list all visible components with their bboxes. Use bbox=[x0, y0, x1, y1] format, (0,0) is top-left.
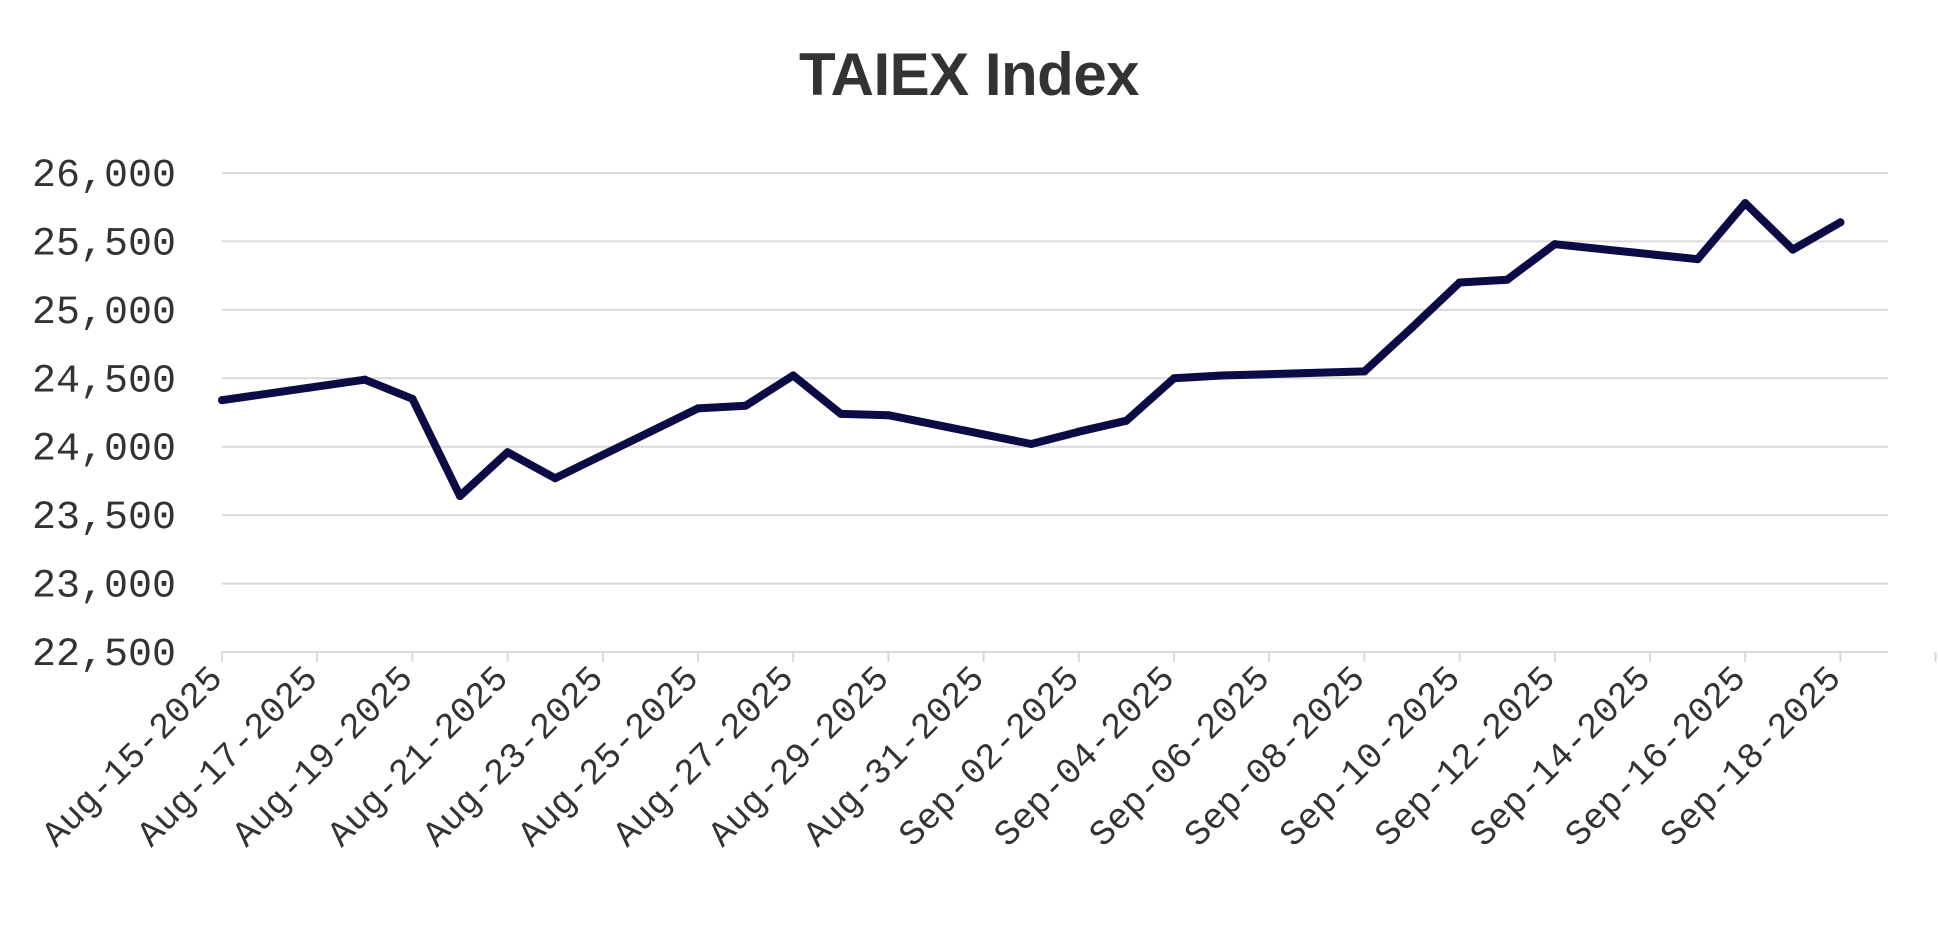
data-point bbox=[408, 394, 417, 403]
y-tick-label: 24,500 bbox=[32, 359, 176, 404]
data-point bbox=[1693, 255, 1702, 264]
data-point bbox=[1788, 245, 1797, 254]
data-point bbox=[1027, 439, 1036, 448]
data-point bbox=[218, 396, 226, 405]
y-tick-label: 25,000 bbox=[32, 291, 176, 336]
data-point bbox=[694, 404, 702, 413]
data-point bbox=[1408, 323, 1416, 332]
data-point bbox=[1836, 218, 1845, 227]
series-layer bbox=[218, 199, 1845, 500]
series-line bbox=[218, 199, 1845, 500]
data-point bbox=[836, 409, 845, 418]
data-point bbox=[1360, 367, 1369, 376]
data-point bbox=[456, 491, 464, 500]
y-tick-label: 25,500 bbox=[32, 222, 176, 267]
data-point bbox=[789, 371, 798, 380]
data-point bbox=[551, 474, 560, 483]
data-point bbox=[1455, 278, 1464, 287]
data-point bbox=[1217, 371, 1226, 380]
y-tick-label: 26,000 bbox=[32, 154, 176, 199]
chart-title: TAIEX Index bbox=[798, 41, 1140, 108]
y-axis: 22,500 23,000 23,500 24,000 24,500 25,000 25,5… bbox=[32, 154, 176, 678]
data-point bbox=[1741, 199, 1750, 208]
data-point bbox=[1170, 374, 1178, 383]
y-tick-label: 22,500 bbox=[32, 633, 176, 678]
y-tick-label: 24,000 bbox=[32, 428, 176, 473]
gridlines bbox=[222, 172, 1888, 585]
data-point bbox=[503, 448, 512, 457]
data-point bbox=[1122, 416, 1131, 425]
data-point bbox=[741, 401, 750, 410]
x-axis-tick-labels: Aug-15-2025Aug-17-2025Aug-19-2025Aug-21-… bbox=[35, 659, 1850, 856]
data-point bbox=[1503, 275, 1512, 284]
x-axis bbox=[221, 651, 1937, 662]
data-point bbox=[360, 375, 369, 384]
y-tick-label: 23,000 bbox=[32, 565, 176, 610]
y-tick-label: 23,500 bbox=[32, 496, 176, 541]
data-point bbox=[1074, 427, 1083, 436]
data-point bbox=[1550, 240, 1559, 249]
data-point bbox=[884, 411, 893, 420]
